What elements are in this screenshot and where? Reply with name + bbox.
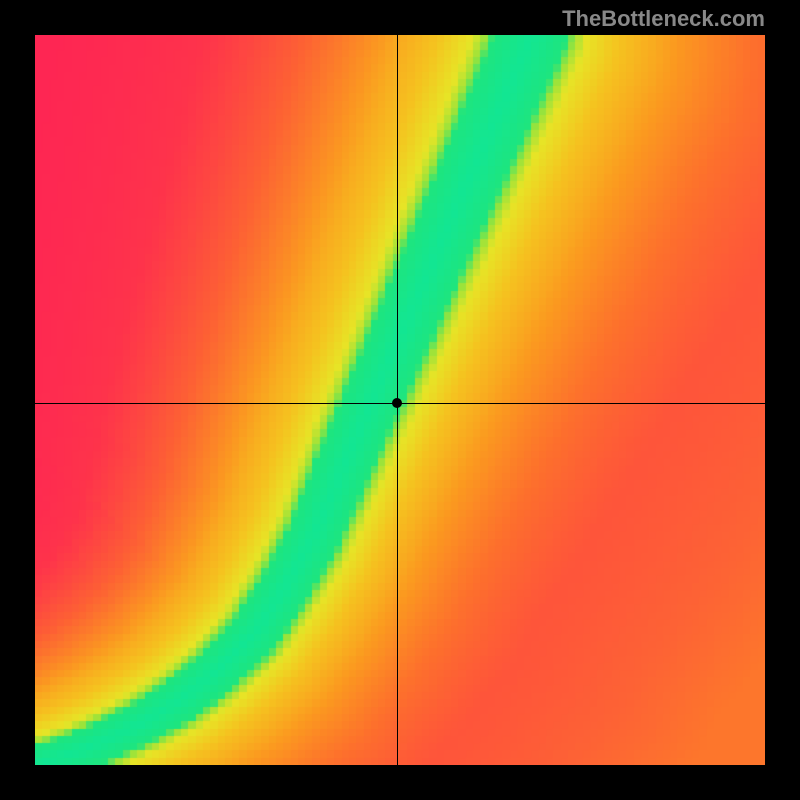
watermark-text: TheBottleneck.com — [562, 6, 765, 32]
crosshair-marker — [392, 398, 402, 408]
heatmap-plot — [35, 35, 765, 765]
